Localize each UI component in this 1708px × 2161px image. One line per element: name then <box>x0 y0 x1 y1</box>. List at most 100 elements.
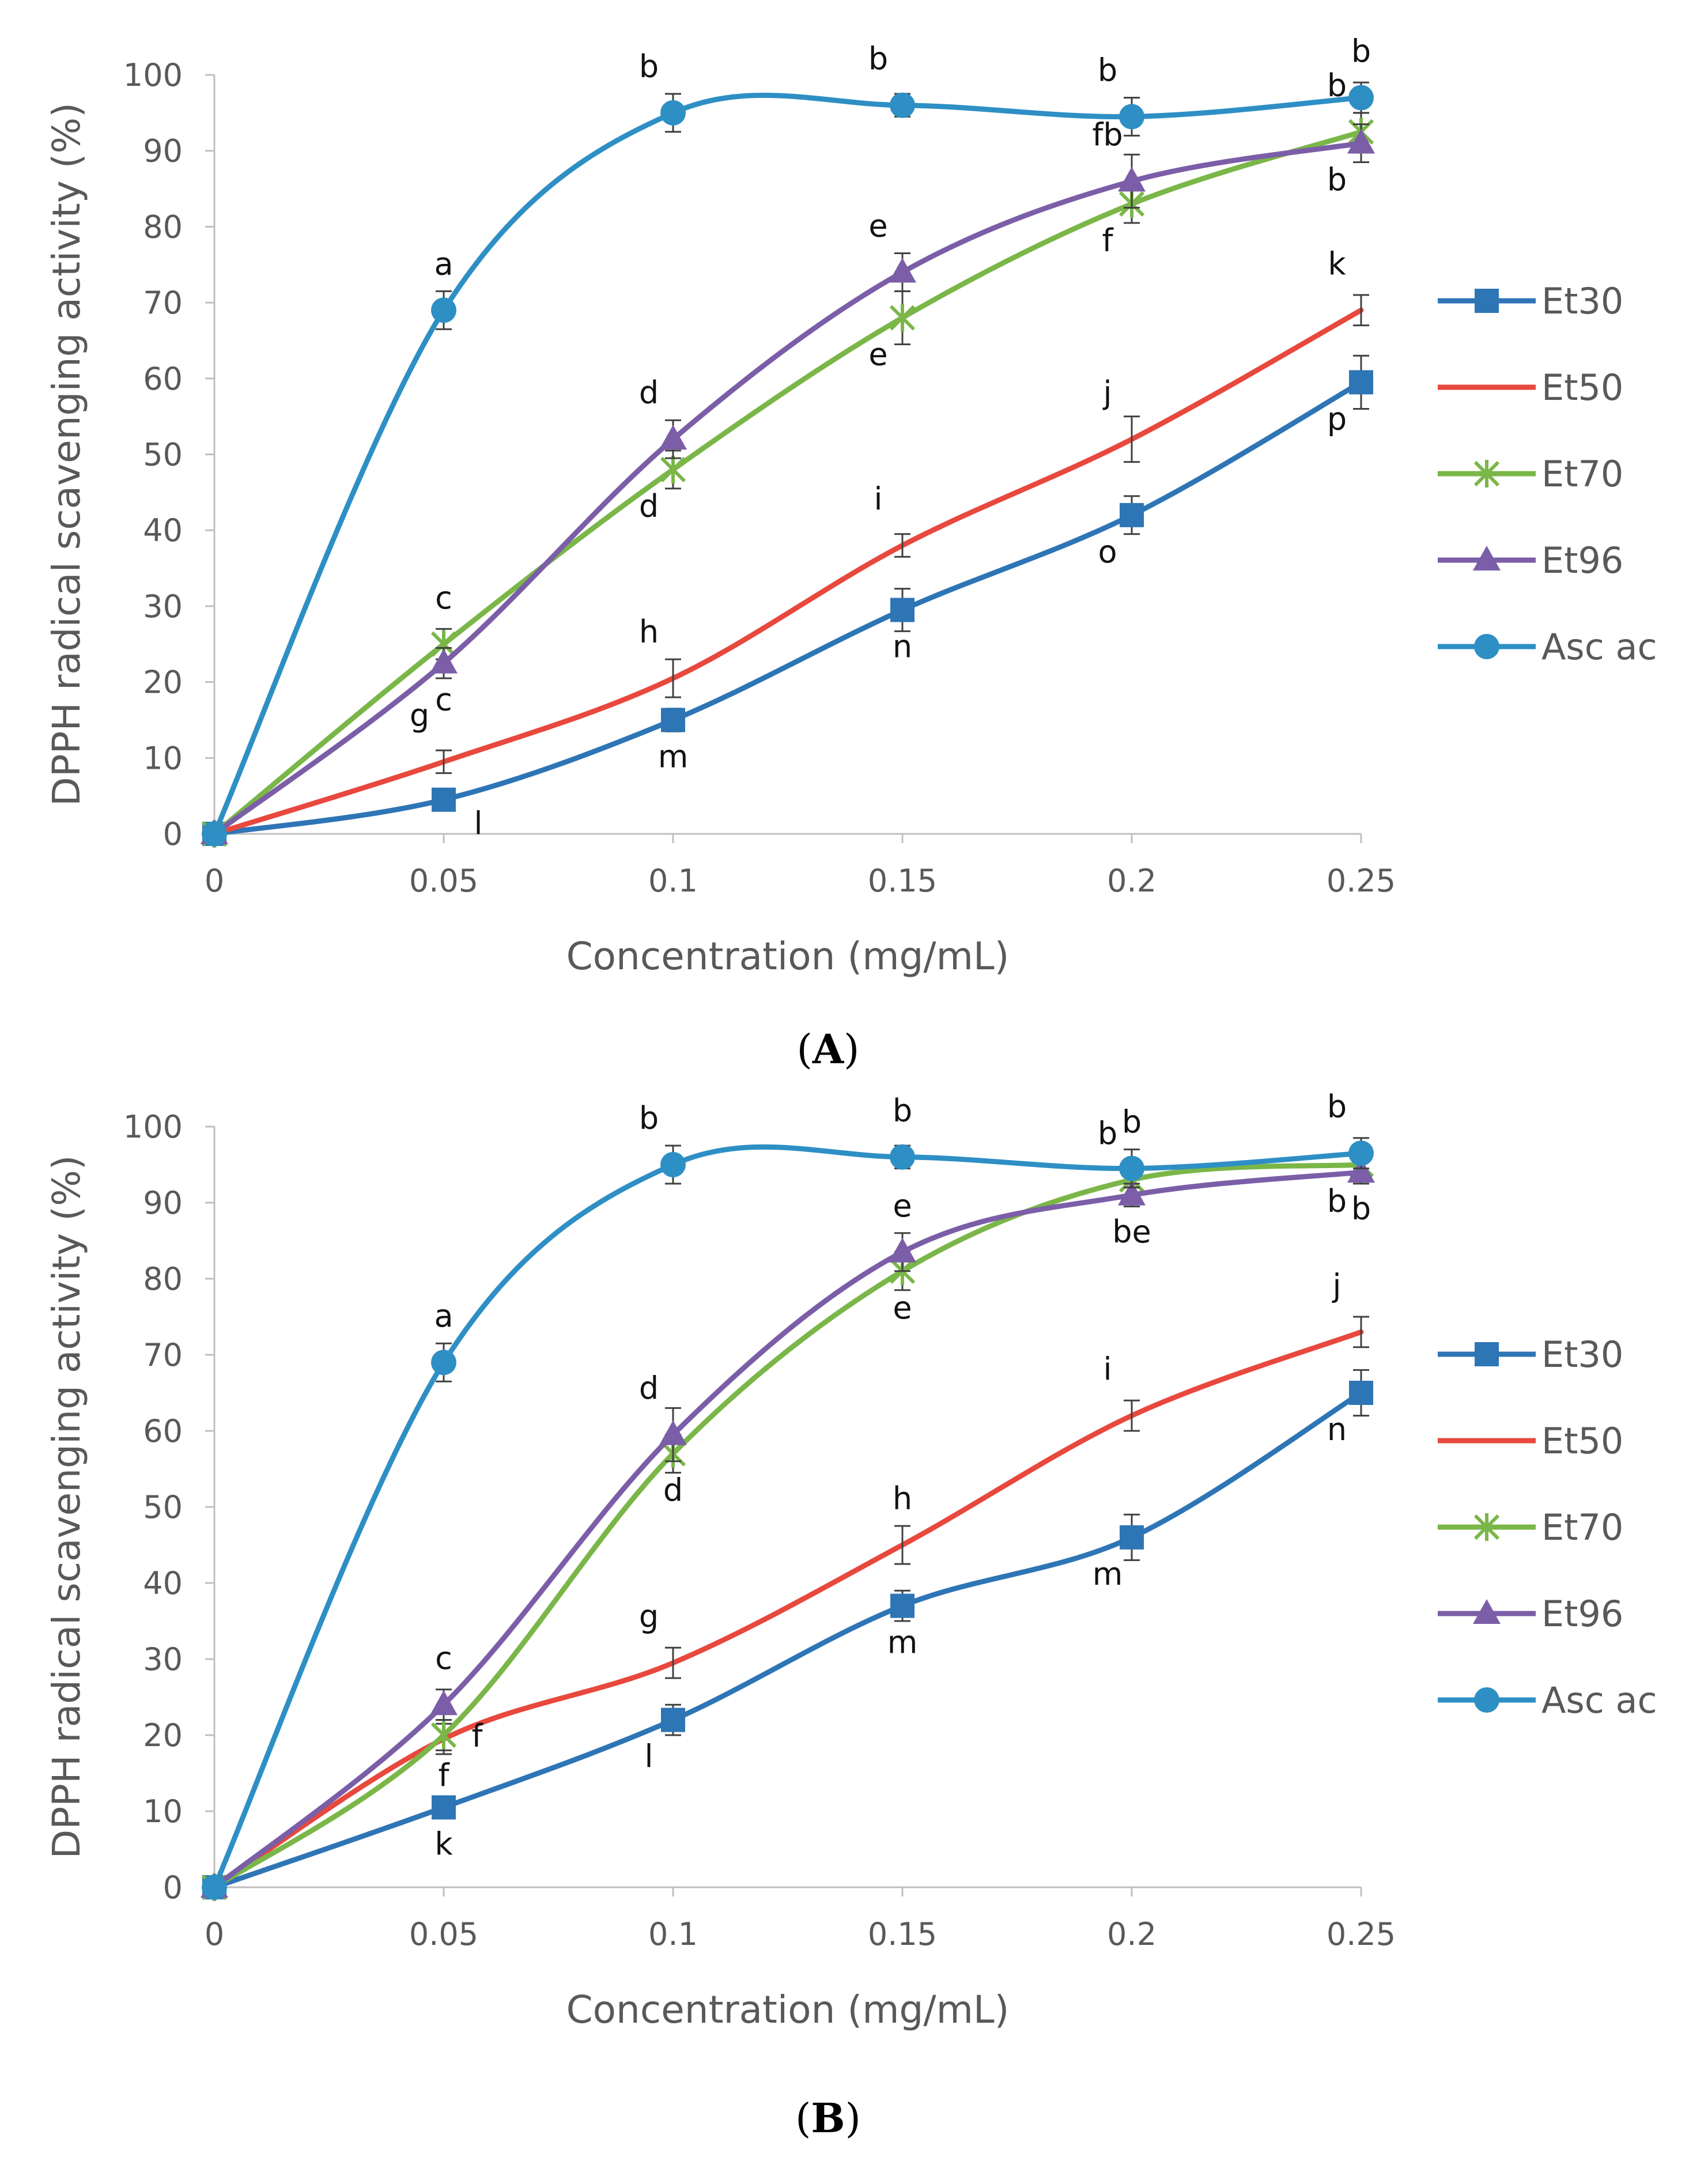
data-point <box>1120 1525 1144 1550</box>
x-tick-label: 0.05 <box>409 1916 478 1952</box>
x-tick-label: 0.1 <box>648 863 698 899</box>
legend-marker <box>1475 289 1499 313</box>
y-tick-label: 90 <box>143 1185 183 1221</box>
series-line <box>211 129 1364 837</box>
x-tick-label: 0.1 <box>648 1916 698 1952</box>
series-asc-ac: a b b b b <box>202 33 1374 847</box>
significance-letter: d <box>663 1472 683 1509</box>
y-tick-label: 60 <box>143 1413 183 1449</box>
significance-letter: g <box>639 1599 659 1635</box>
error-bar <box>665 658 681 698</box>
legend-label: Et70 <box>1541 453 1623 495</box>
y-tick-label: 10 <box>143 1793 183 1830</box>
y-tick-label: 10 <box>143 740 183 776</box>
series-line <box>211 1162 1364 1890</box>
significance-letter: g <box>410 697 429 734</box>
significance-letter: i <box>1103 1351 1112 1388</box>
significance-letter: h <box>893 1480 912 1517</box>
series-line <box>211 379 1364 837</box>
y-tick-label: 70 <box>143 1337 183 1373</box>
y-tick-label: 80 <box>143 209 183 245</box>
panel-a: 0 10 20 30 40 50 60 70 80 90 100 0 0.05 0.1 0.15 0.2 0.2… <box>44 33 1657 1073</box>
data-point <box>1349 1381 1373 1405</box>
significance-letter: b <box>1327 1183 1347 1219</box>
data-point <box>430 1721 457 1749</box>
data-point <box>1119 1155 1144 1181</box>
panel-label-paren: ( <box>795 2095 811 2142</box>
significance-letter: f <box>1102 222 1114 259</box>
series-line <box>211 1329 1364 1890</box>
data-point <box>659 1420 687 1445</box>
significance-letter: n <box>1327 1411 1347 1448</box>
legend-marker <box>1473 460 1500 488</box>
significance-letter: l <box>644 1739 653 1775</box>
significance-letter: e <box>868 336 887 372</box>
significance-letter: b <box>1122 1104 1142 1140</box>
y-tick-label: 80 <box>143 1261 183 1297</box>
series-et30: l m n o p <box>202 354 1373 846</box>
series-et50: g h i j k <box>211 245 1369 837</box>
y-tick-label: 40 <box>143 1565 183 1601</box>
legend-entry: Et50 <box>1438 367 1623 409</box>
significance-letter: h <box>639 614 659 650</box>
y-tick-label: 0 <box>163 1869 183 1906</box>
legend-entry: Et96 <box>1438 539 1623 581</box>
y-axis-title: DPPH radical scavenging activity (%) <box>44 1155 89 1859</box>
error-bar <box>1353 1316 1369 1348</box>
data-point <box>1348 85 1374 111</box>
significance-letter: a <box>434 1298 453 1334</box>
y-tick-label: 20 <box>143 664 183 701</box>
y-tick-label: 50 <box>143 1489 183 1525</box>
legend-marker <box>1474 1687 1499 1713</box>
x-tick-label: 0 <box>205 1916 224 1952</box>
significance-letter: f <box>471 1718 483 1754</box>
panel-label: (B) <box>795 2094 861 2142</box>
error-bar <box>894 533 910 558</box>
y-tick-label: 100 <box>123 57 183 93</box>
series-line <box>211 1390 1364 1890</box>
legend: Et30 Et50 Et70 Et96 Asc ac <box>1438 1333 1657 1721</box>
data-point <box>1348 1140 1374 1166</box>
y-tick-label: 30 <box>143 588 183 625</box>
legend-marker <box>1473 546 1501 571</box>
legend-marker <box>1475 1342 1499 1366</box>
panel-label-paren: ) <box>844 1026 859 1073</box>
x-axis-title: Concentration (mg/mL) <box>566 934 1010 979</box>
y-tick-label: 100 <box>123 1109 183 1145</box>
y-tick-label: 30 <box>143 1641 183 1678</box>
data-point <box>1347 1158 1375 1183</box>
significance-letter: fb <box>1092 116 1123 153</box>
data-point <box>202 1875 227 1900</box>
significance-letter: f <box>438 1758 450 1794</box>
significance-letter: d <box>639 488 659 524</box>
legend-label: Et96 <box>1541 539 1623 581</box>
significance-letter: b <box>893 1093 912 1129</box>
significance-letter: o <box>1098 534 1117 570</box>
panel-b: 0 10 20 30 40 50 60 70 80 90 100 0 0.05 0.1 0.15 0.2 0.2… <box>44 1089 1657 2142</box>
data-point <box>659 425 687 450</box>
data-point <box>890 598 915 622</box>
y-tick-label: 20 <box>143 1717 183 1754</box>
y-tick-label: 70 <box>143 285 183 321</box>
y-tick-label: 90 <box>143 133 183 169</box>
panel-label-paren: ( <box>797 1026 813 1073</box>
data-point <box>889 258 916 283</box>
data-point <box>1120 503 1144 527</box>
data-point <box>432 1795 456 1820</box>
data-point <box>1347 129 1375 154</box>
x-tick-label: 0.25 <box>1327 863 1396 899</box>
significance-letter: i <box>874 481 882 517</box>
data-point <box>661 708 685 732</box>
error-bar <box>665 1646 681 1679</box>
significance-letter: b <box>1098 52 1117 88</box>
legend: Et30 Et50 Et70 Et96 Asc ac <box>1438 280 1657 668</box>
legend-label: Et30 <box>1541 280 1623 322</box>
series-line <box>211 141 1364 837</box>
data-point <box>1118 167 1146 192</box>
significance-letter: a <box>434 245 453 282</box>
legend-label: Asc ac <box>1541 1679 1657 1721</box>
significance-letter: b <box>868 41 888 77</box>
x-tick-label: 0.25 <box>1327 1916 1396 1952</box>
legend-label: Et50 <box>1541 1420 1623 1462</box>
